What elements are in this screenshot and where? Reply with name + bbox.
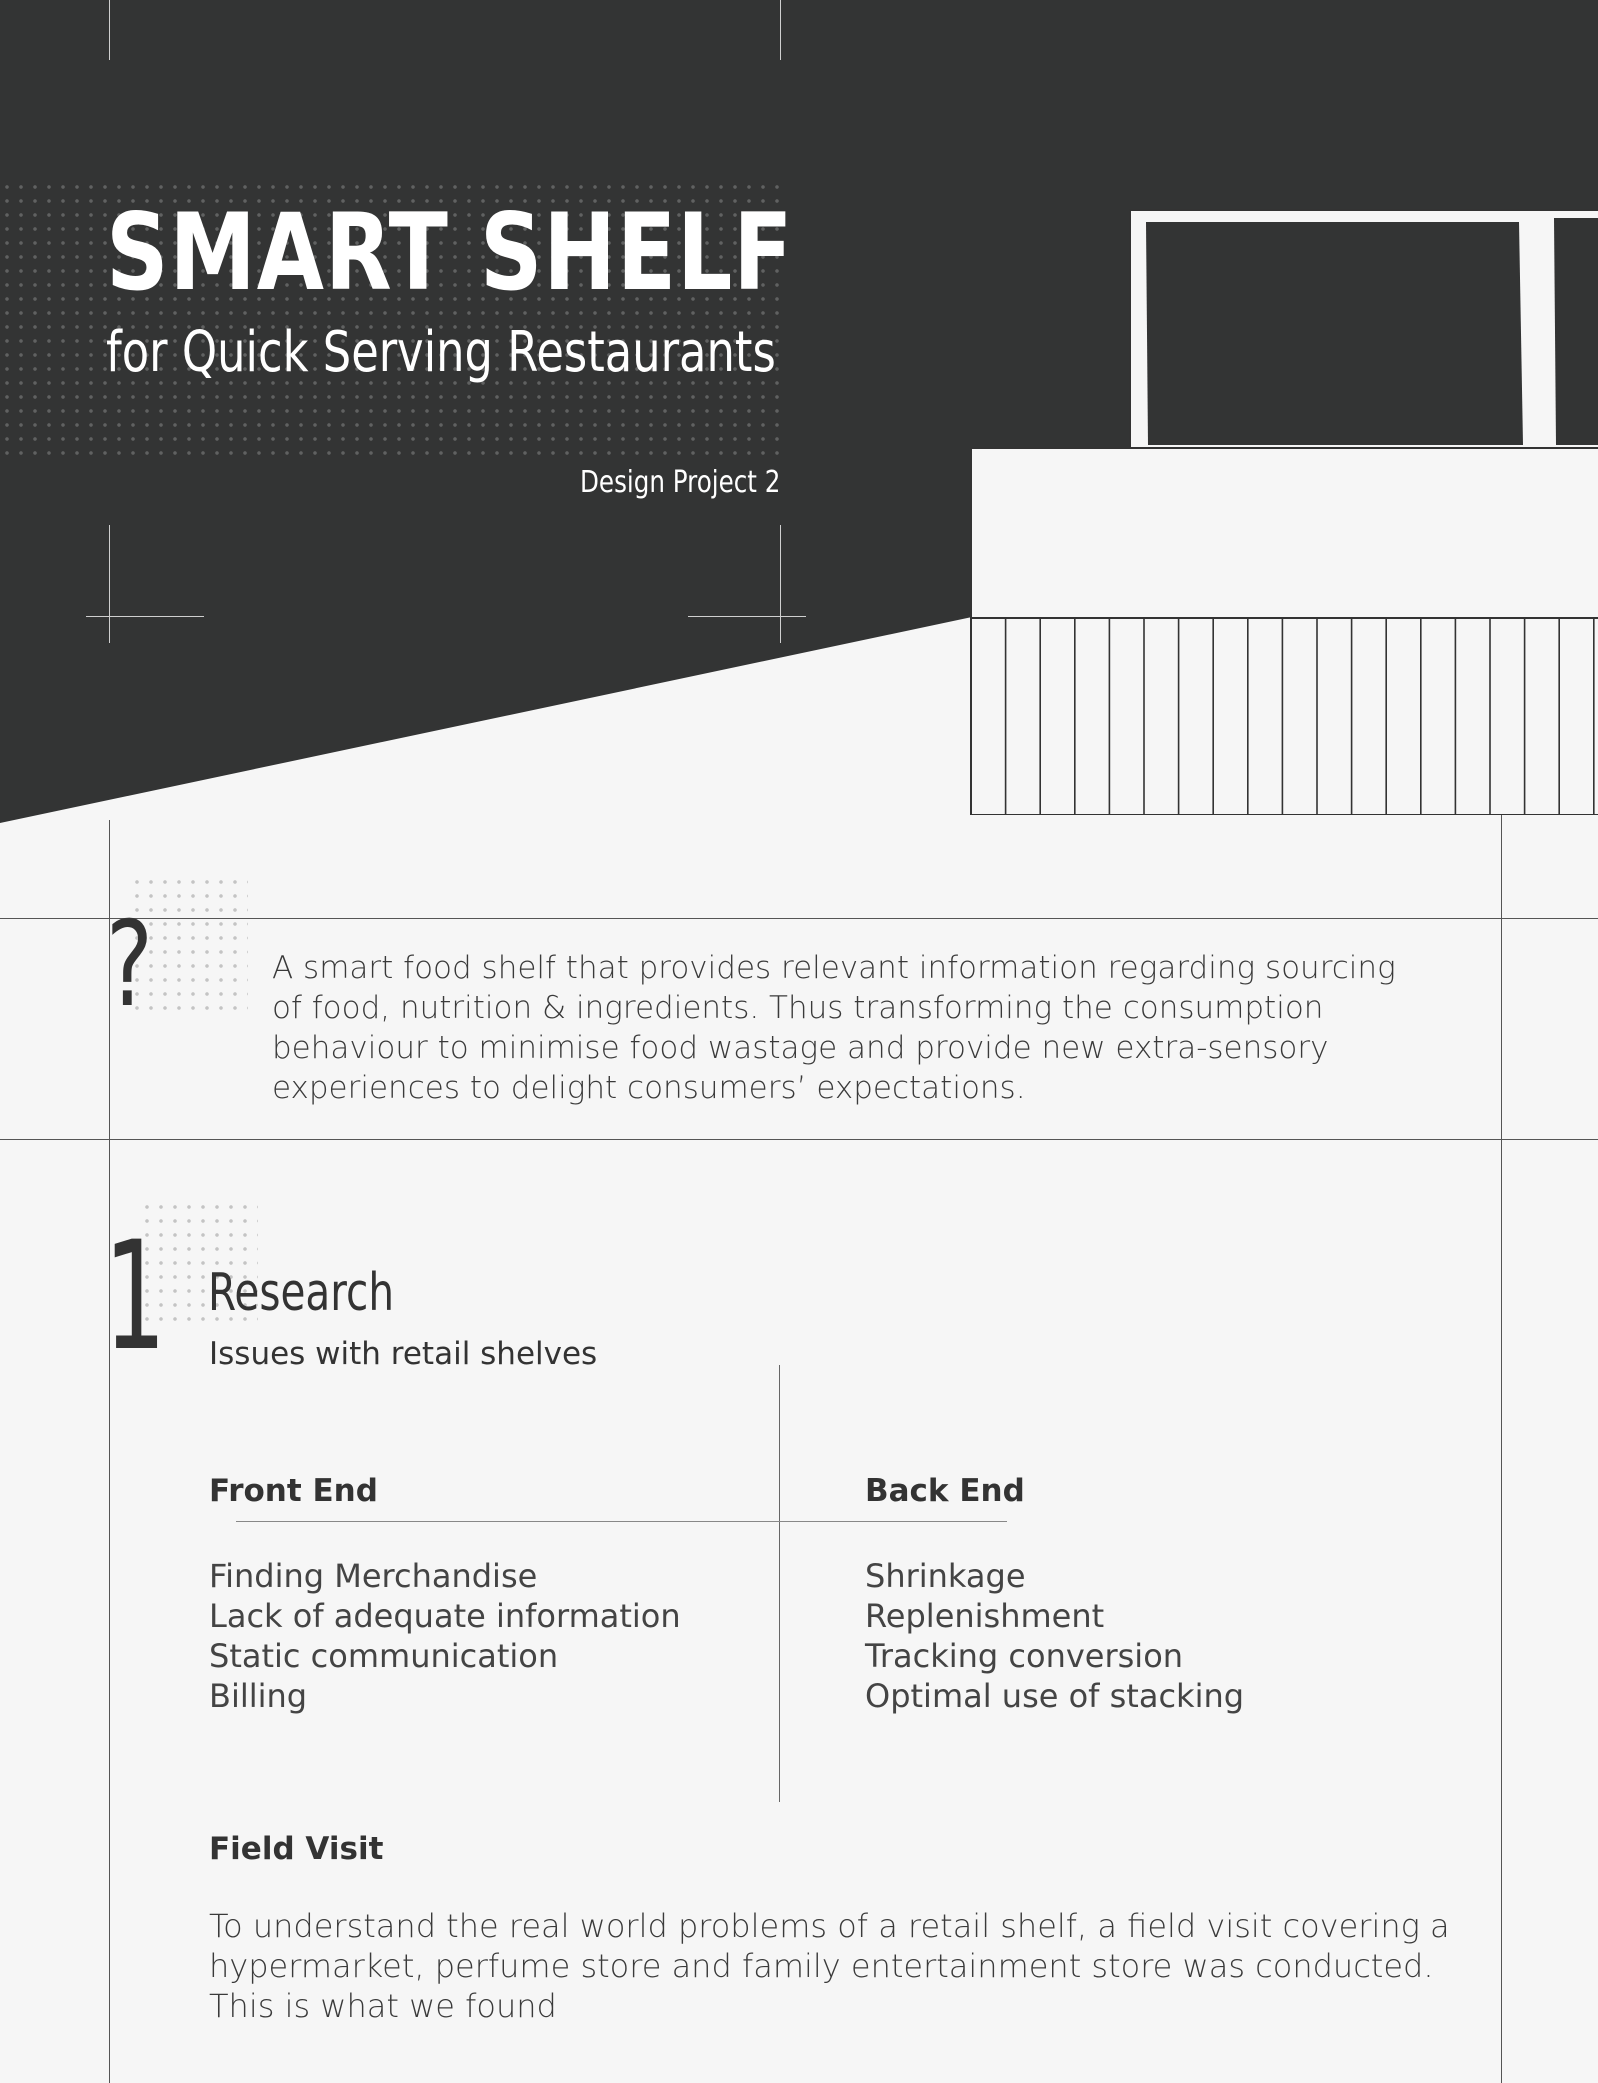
column-divider <box>779 1365 780 1802</box>
question-mark: ? <box>106 895 153 1033</box>
research-dot-pattern <box>140 1200 258 1330</box>
list-item: Finding Merchandise <box>209 1557 538 1595</box>
front-end-heading: Front End <box>209 1473 378 1509</box>
list-item: Replenishment <box>865 1597 1105 1635</box>
project-description: A smart food shelf that provides relevan… <box>272 950 1396 1106</box>
divider-bottom <box>0 1139 1598 1140</box>
header-background <box>0 0 1598 823</box>
back-end-list: Shrinkage Replenishment Tracking convers… <box>865 1556 1244 1716</box>
margin-line-right <box>1501 815 1502 2083</box>
list-item: Lack of adequate information <box>209 1597 681 1635</box>
field-visit-text: To understand the real world problems of… <box>209 1907 1450 2025</box>
margin-line-left <box>109 820 110 2083</box>
question-dot-pattern <box>130 875 248 1015</box>
list-item: Static communication <box>209 1637 559 1675</box>
section-number: 1 <box>104 1210 167 1384</box>
list-item: Shrinkage <box>865 1557 1026 1595</box>
title-dot-pattern <box>0 180 784 460</box>
front-end-list: Finding Merchandise Lack of adequate inf… <box>209 1556 681 1716</box>
project-label: Design Project 2 <box>579 465 780 500</box>
field-visit-heading: Field Visit <box>209 1831 384 1867</box>
list-item: Billing <box>209 1677 308 1715</box>
list-item: Tracking conversion <box>865 1637 1184 1675</box>
page-title: SMART SHELF <box>106 191 794 314</box>
column-heading-underline <box>236 1521 1007 1522</box>
section-title: Research <box>208 1263 395 1323</box>
page-subtitle: for Quick Serving Restaurants <box>106 320 776 385</box>
list-item: Optimal use of stacking <box>865 1677 1245 1715</box>
section-subtitle: Issues with retail shelves <box>209 1336 598 1372</box>
shelf-illustration <box>970 209 1598 815</box>
back-end-heading: Back End <box>865 1473 1025 1509</box>
divider-top <box>0 918 1598 919</box>
